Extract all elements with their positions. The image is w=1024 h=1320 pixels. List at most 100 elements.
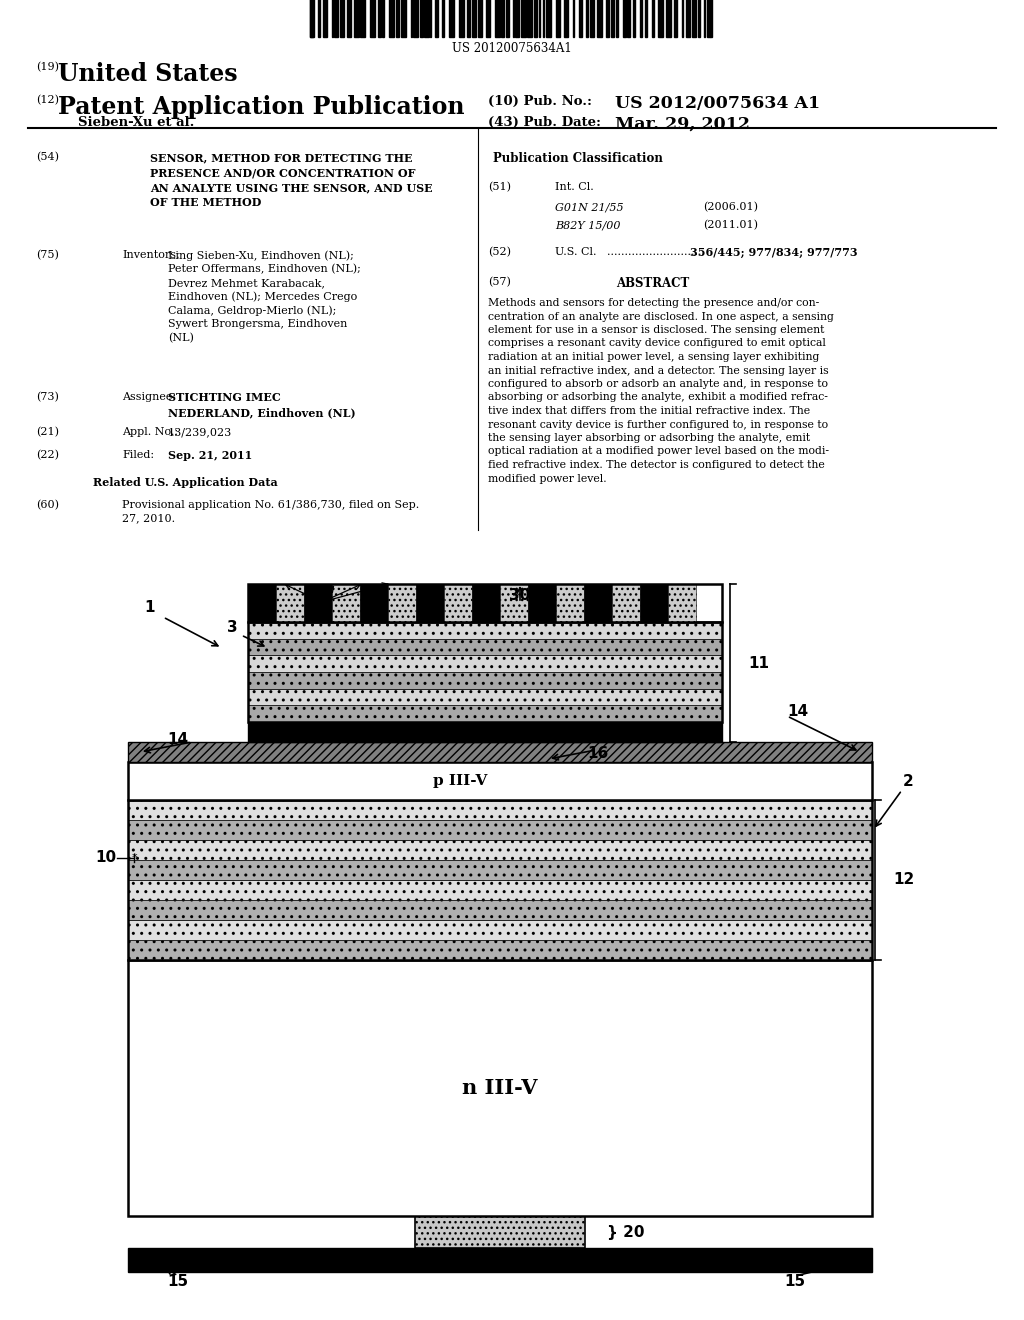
Bar [382, 0, 384, 37]
Bar [543, 0, 544, 37]
Bar [703, 0, 705, 37]
Bar [128, 920, 872, 940]
Text: (2011.01): (2011.01) [703, 220, 758, 230]
Text: modified power level.: modified power level. [488, 474, 606, 483]
Bar [360, 583, 388, 622]
Text: (54): (54) [36, 152, 59, 162]
Bar [556, 583, 584, 622]
Text: Sep. 21, 2011: Sep. 21, 2011 [168, 450, 252, 461]
Text: Appl. No.:: Appl. No.: [122, 426, 178, 437]
Text: (60): (60) [36, 500, 59, 511]
Text: (75): (75) [36, 249, 58, 260]
Bar [128, 940, 872, 960]
Bar [248, 583, 276, 622]
Bar [652, 0, 654, 37]
Bar [640, 583, 668, 622]
Text: absorbing or adsorbing the analyte, exhibit a modified refrac-: absorbing or adsorbing the analyte, exhi… [488, 392, 827, 403]
Bar [248, 622, 722, 722]
Bar [128, 800, 872, 820]
Text: Assignee:: Assignee: [122, 392, 176, 403]
Text: STICHTING IMEC
NEDERLAND, Eindhoven (NL): STICHTING IMEC NEDERLAND, Eindhoven (NL) [168, 392, 355, 417]
Text: SENSOR, METHOD FOR DETECTING THE
PRESENCE AND/OR CONCENTRATION OF
AN ANALYTE USI: SENSOR, METHOD FOR DETECTING THE PRESENC… [150, 152, 432, 209]
Bar [515, 0, 519, 37]
Text: ABSTRACT: ABSTRACT [616, 277, 689, 290]
Bar [396, 0, 398, 37]
Bar [276, 583, 304, 622]
Text: (12): (12) [36, 95, 59, 106]
Bar [697, 0, 700, 37]
Bar [513, 0, 514, 37]
Text: Mar. 29, 2012: Mar. 29, 2012 [615, 116, 750, 133]
Bar [401, 0, 406, 37]
Bar [624, 0, 626, 37]
Text: ............................: ............................ [607, 247, 705, 257]
Bar [370, 0, 375, 37]
Bar [459, 0, 464, 37]
Bar [128, 960, 872, 1216]
Bar [501, 0, 505, 37]
Text: Sieben-Xu et al.: Sieben-Xu et al. [78, 116, 195, 129]
Bar [424, 0, 429, 37]
Text: Int. Cl.: Int. Cl. [555, 182, 594, 191]
Bar [640, 0, 642, 37]
Text: element for use in a sensor is disclosed. The sensing element: element for use in a sensor is disclosed… [488, 325, 824, 335]
Bar [611, 0, 613, 37]
Text: 11: 11 [748, 656, 769, 671]
Text: resonant cavity device is further configured to, in response to: resonant cavity device is further config… [488, 420, 828, 429]
Bar [500, 583, 528, 622]
Text: 356/445; 977/834; 977/773: 356/445; 977/834; 977/773 [690, 247, 858, 257]
Bar [248, 622, 722, 639]
Bar [506, 0, 509, 37]
Bar [340, 0, 344, 37]
Bar [682, 0, 683, 37]
Text: Filed:: Filed: [122, 450, 155, 459]
Text: US 2012/0075634 A1: US 2012/0075634 A1 [615, 95, 820, 112]
Bar [128, 820, 872, 840]
Text: fied refractive index. The detector is configured to detect the: fied refractive index. The detector is c… [488, 459, 824, 470]
Bar [627, 0, 631, 37]
Text: (2006.01): (2006.01) [703, 202, 758, 213]
Bar [435, 0, 438, 37]
Bar [528, 583, 556, 622]
Bar [248, 705, 722, 722]
Text: 13/239,023: 13/239,023 [168, 426, 232, 437]
Bar [658, 0, 663, 37]
Text: 16: 16 [588, 747, 608, 762]
Bar [128, 742, 872, 762]
Text: Inventors:: Inventors: [122, 249, 180, 260]
Bar [332, 583, 360, 622]
Bar [584, 583, 612, 622]
Bar [535, 0, 537, 37]
Text: (52): (52) [488, 247, 511, 257]
Text: Provisional application No. 61/386,730, filed on Sep.
27, 2010.: Provisional application No. 61/386,730, … [122, 500, 419, 523]
Bar [572, 0, 574, 37]
Bar [310, 0, 313, 37]
Bar [467, 0, 470, 37]
Bar [564, 0, 568, 37]
Text: (51): (51) [488, 182, 511, 193]
Bar [248, 655, 722, 672]
Bar [379, 0, 381, 37]
Text: Ling Sieben-Xu, Eindhoven (NL);
Peter Offermans, Eindhoven (NL);
Devrez Mehmet K: Ling Sieben-Xu, Eindhoven (NL); Peter Of… [168, 249, 360, 343]
Bar [415, 1247, 585, 1272]
Bar [521, 0, 526, 37]
Bar [354, 0, 359, 37]
Bar [360, 0, 366, 37]
Bar [612, 583, 640, 622]
Text: 3: 3 [226, 619, 238, 635]
Bar [668, 583, 696, 622]
Text: B82Y 15/00: B82Y 15/00 [555, 220, 621, 230]
Bar [416, 583, 444, 622]
Bar [334, 0, 338, 37]
Bar [590, 0, 594, 37]
Bar [411, 0, 412, 37]
Bar [421, 0, 423, 37]
Bar [586, 0, 589, 37]
Text: G01N 21/55: G01N 21/55 [555, 202, 624, 213]
Text: n III-V: n III-V [462, 1078, 538, 1098]
Text: 1: 1 [144, 601, 156, 615]
Text: (22): (22) [36, 450, 59, 461]
Bar [324, 0, 327, 37]
Bar [486, 0, 490, 37]
Bar [444, 583, 472, 622]
